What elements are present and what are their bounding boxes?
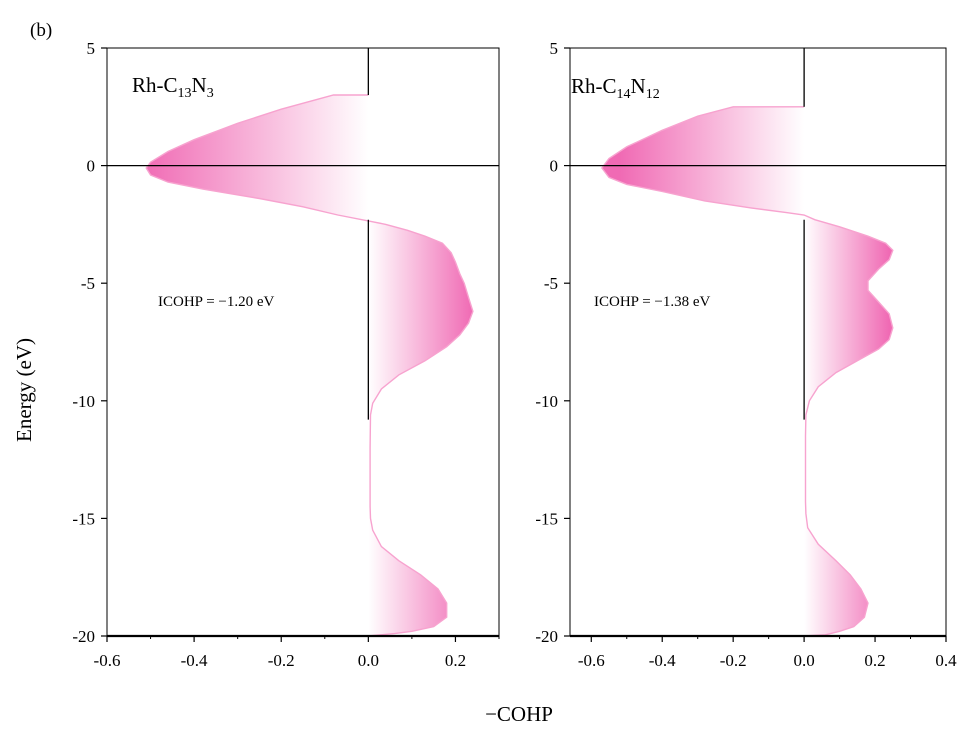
panel-letter: (b) — [30, 20, 52, 41]
panel-b: -0.6 -0.4 -0.2 0.0 0.2 0.4 5 0 -5 -10 -15 -20 Rh-C1… — [535, 39, 957, 670]
panel-b-title: Rh-C14N12 — [571, 74, 660, 102]
panel-b-cohp-curve — [601, 106, 894, 637]
panel-b-y-tick-label: -15 — [535, 509, 558, 528]
panel-b-y-tick-label: -10 — [535, 392, 558, 411]
panel-a-y-tick-label: -5 — [81, 274, 95, 293]
panel-a-y-tick-label: 5 — [87, 39, 96, 58]
panel-a-y-tick-label: 0 — [87, 157, 96, 176]
panel-a-x-tick-label: 0.2 — [445, 651, 466, 670]
panel-b-x-tick-label: 0.4 — [935, 651, 957, 670]
panel-b-x-tick-label: 0.0 — [793, 651, 814, 670]
panel-b-area-fill-bonding — [601, 106, 805, 636]
panel-b-y-tick-label: 0 — [550, 157, 559, 176]
panel-a-x-tick-label: 0.0 — [358, 651, 379, 670]
panel-a-x-tick-label: -0.2 — [268, 651, 295, 670]
panel-a-area-fill-antibonding — [368, 220, 473, 636]
panel-b-plot-area: -0.6 -0.4 -0.2 0.0 0.2 0.4 5 0 -5 -10 -15 -20 — [535, 39, 957, 670]
y-axis-title: Energy (eV) — [12, 338, 36, 442]
panel-b-area-fill-antibonding — [804, 215, 893, 636]
panel-a-title: Rh-C13N3 — [132, 73, 214, 101]
panel-b-y-tick-label: 5 — [550, 39, 559, 58]
panel-a: -0.6 -0.4 -0.2 0.0 0.2 5 0 -5 -10 -15 -20 Rh-C13N3… — [72, 39, 500, 670]
panel-a-x-tick-label: -0.4 — [181, 651, 208, 670]
panel-a-y-tick-label: -15 — [72, 509, 95, 528]
panel-a-frame — [106, 47, 500, 637]
panel-a-icohp-annotation: ICOHP = −1.20 eV — [158, 294, 275, 310]
panel-b-y-tick-label: -5 — [544, 274, 558, 293]
panel-a-area-fill-bonding — [146, 95, 369, 636]
panel-a-plot-area: -0.6 -0.4 -0.2 0.0 0.2 5 0 -5 -10 -15 -20 — [72, 39, 500, 670]
panel-b-frame — [569, 47, 947, 637]
panel-b-x-tick-label: -0.6 — [578, 651, 605, 670]
panel-b-x-tick-label: -0.2 — [720, 651, 747, 670]
panel-a-y-tick-label: -10 — [72, 392, 95, 411]
panel-a-x-tick-label: -0.6 — [94, 651, 121, 670]
panel-b-icohp-annotation: ICOHP = −1.38 eV — [594, 294, 711, 310]
panel-b-x-tick-label: -0.4 — [649, 651, 676, 670]
x-axis-title: −COHP — [485, 702, 553, 726]
panel-b-x-tick-label: 0.2 — [864, 651, 885, 670]
panel-a-y-tick-label: -20 — [72, 627, 95, 646]
panel-a-cohp-curve — [145, 94, 474, 637]
panel-b-y-tick-label: -20 — [535, 627, 558, 646]
